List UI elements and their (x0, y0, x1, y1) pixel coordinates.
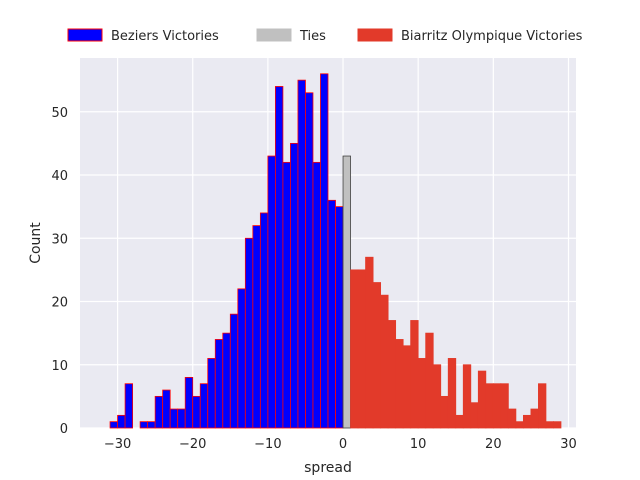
bar (432, 364, 442, 429)
legend-label: Biarritz Olympique Victories (401, 29, 583, 44)
bar (350, 269, 359, 429)
bar (267, 155, 276, 429)
bar (237, 288, 246, 429)
y-tick-label: 10 (51, 359, 68, 374)
bar (342, 155, 351, 429)
x-tick-label: −20 (179, 437, 206, 452)
bars (109, 73, 562, 429)
legend-swatch (256, 28, 292, 42)
bar (522, 414, 532, 429)
bar (222, 332, 231, 429)
bar (357, 269, 366, 429)
bar (282, 161, 291, 429)
bar (139, 421, 149, 429)
bar (297, 79, 306, 429)
bar (327, 199, 336, 429)
bar (395, 339, 404, 429)
y-tick-labels: 0 10 20 30 40 50 (51, 106, 68, 437)
bar (320, 73, 329, 429)
legend-swatch (357, 28, 393, 42)
bar (154, 395, 164, 429)
bar (290, 142, 299, 429)
bar (470, 402, 479, 429)
bar (492, 383, 502, 429)
y-tick-label: 30 (51, 232, 68, 247)
bar (462, 364, 472, 429)
bar (162, 389, 171, 429)
y-tick-label: 50 (51, 106, 68, 121)
legend-label: Beziers Victories (111, 29, 219, 44)
bar (447, 358, 457, 429)
bar (515, 421, 524, 429)
bar (387, 320, 397, 429)
y-tick-label: 40 (51, 169, 68, 184)
bar (177, 408, 186, 429)
x-tick-label: −30 (104, 437, 131, 452)
x-tick-label: 10 (410, 437, 427, 452)
bar (477, 370, 487, 429)
bar (109, 421, 118, 429)
y-tick-label: 0 (60, 422, 68, 437)
bar (259, 212, 269, 429)
bar (147, 421, 156, 429)
bar (365, 256, 374, 429)
legend-label: Ties (299, 29, 326, 44)
x-tick-labels: −30 −20 −10 0 10 20 30 (104, 437, 577, 452)
bar (124, 383, 134, 429)
bar (252, 225, 261, 429)
bar (553, 421, 562, 429)
y-tick-label: 20 (51, 296, 68, 311)
bar (244, 237, 254, 429)
bar (485, 383, 494, 429)
bar (425, 332, 434, 429)
bar (207, 358, 216, 429)
bar (538, 383, 547, 429)
x-tick-label: −10 (254, 437, 281, 452)
bar (335, 206, 344, 429)
bar (117, 414, 126, 429)
bar (312, 161, 321, 429)
bar (417, 358, 427, 429)
bar (410, 320, 419, 429)
bar (500, 383, 509, 429)
bar (199, 383, 209, 429)
bar (305, 92, 314, 429)
bar (530, 408, 539, 429)
bar (274, 86, 284, 429)
legend-swatch (67, 28, 103, 42)
bar (545, 421, 554, 429)
x-axis-label: spread (304, 460, 352, 476)
bar (402, 345, 412, 429)
bar (440, 395, 449, 429)
bar (169, 408, 179, 429)
bar (372, 282, 382, 429)
bar (380, 294, 389, 429)
bar (455, 414, 464, 429)
legend: Beziers Victories Ties Biarritz Olympique … (67, 28, 583, 44)
x-tick-label: 30 (560, 437, 577, 452)
bar (507, 408, 517, 429)
y-axis-label: Count (28, 222, 44, 264)
x-tick-label: 20 (485, 437, 502, 452)
bar (214, 339, 224, 429)
x-tick-label: 0 (339, 437, 347, 452)
bar (184, 377, 194, 429)
bar (192, 395, 201, 429)
bar (229, 313, 239, 429)
